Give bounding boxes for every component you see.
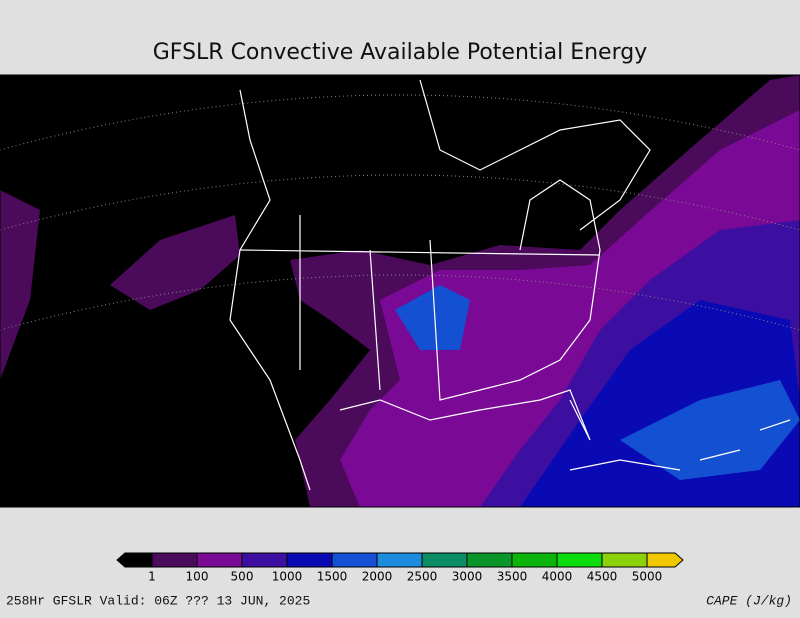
colorbar-label: 2000 (362, 570, 393, 584)
latitude-line (0, 174, 800, 231)
colorbar-label: 1500 (317, 570, 348, 584)
colorbar-label: 500 (231, 570, 254, 584)
colorbar-label: 1 (148, 570, 156, 584)
colorbar-label: 4000 (542, 570, 573, 584)
map (0, 74, 800, 508)
border (239, 179, 601, 401)
units: CAPE (J/kg) (706, 593, 792, 608)
colorbar-label: 3000 (452, 570, 483, 584)
coastline (339, 389, 591, 441)
colorbar-segment (511, 552, 558, 568)
colorbar-segment (286, 552, 333, 568)
colorbar-segment (646, 552, 684, 568)
latitude-line (0, 94, 800, 151)
colorbar-segment (376, 552, 423, 568)
cape-area (395, 285, 470, 350)
colorbar-segment (241, 552, 288, 568)
colorbar-segment (556, 552, 603, 568)
map-frame (0, 74, 800, 508)
colorbar-label: 1000 (272, 570, 303, 584)
coastline (229, 89, 311, 491)
cape-area (110, 215, 240, 310)
valid-time: 258Hr GFSLR Valid: 06Z ??? 13 JUN, 2025 (6, 593, 310, 608)
colorbar-segment (116, 552, 153, 568)
coastline (419, 79, 651, 231)
colorbar-label: 100 (186, 570, 209, 584)
colorbar-segment (331, 552, 378, 568)
title: GFSLR Convective Available Potential Ene… (153, 40, 647, 65)
colorbar: 1 100 500 1000 1500 2000 2500 3000 3500 4000 4500 5… (116, 552, 684, 584)
colorbar-segment (601, 552, 648, 568)
latitude-line (0, 274, 800, 331)
colorbar-segment (421, 552, 468, 568)
islands (569, 419, 791, 471)
cape-area (0, 190, 40, 380)
cape-area (620, 380, 800, 480)
colorbar-segment (151, 552, 198, 568)
colorbar-label: 5000 (632, 570, 663, 584)
colorbar-label: 4500 (587, 570, 618, 584)
colorbar-segment (196, 552, 243, 568)
colorbar-label: 3500 (497, 570, 528, 584)
colorbar-segment (466, 552, 513, 568)
colorbar-label: 2500 (407, 570, 438, 584)
